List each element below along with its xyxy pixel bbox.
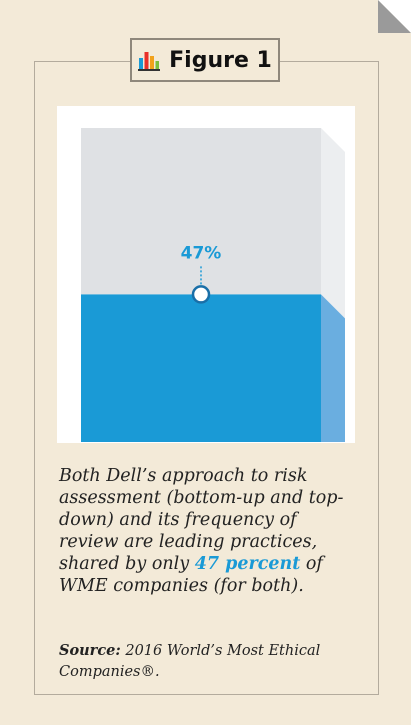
- remainder-bar-side: [321, 128, 345, 319]
- figure-caption: Both Dell’s approach to risk assessment …: [59, 465, 359, 597]
- percentage-bar-chart: 47%: [81, 128, 345, 442]
- source-note: Source: 2016 World’s Most Ethical Compan…: [59, 640, 359, 683]
- value-marker: [191, 285, 211, 304]
- caption-text-start: Both Dell’s approach to risk assessment …: [59, 466, 344, 574]
- bar-chart-icon: [138, 52, 161, 71]
- value-data-label: 47%: [181, 243, 222, 263]
- value-bar-side: [321, 294, 345, 442]
- source-text: 2016 World’s Most Ethical Companies®.: [59, 643, 321, 680]
- caption-highlight: 47 percent: [194, 554, 301, 574]
- source-label: Source:: [59, 642, 121, 659]
- caption-text-end: of WME companies (for both).: [59, 554, 323, 596]
- figure-title: Figure 1: [169, 47, 272, 73]
- page-fold-corner: [378, 0, 411, 33]
- remainder-bar: [81, 128, 321, 295]
- value-bar: [81, 294, 321, 442]
- figure-title-box: Figure 1: [130, 38, 280, 82]
